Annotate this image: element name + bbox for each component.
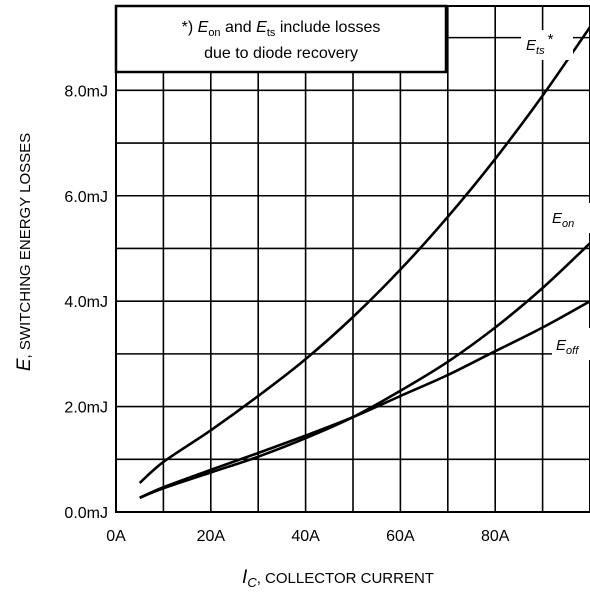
svg-text:Ets*: Ets* xyxy=(526,31,554,57)
y-tick-label: 6.0mJ xyxy=(64,189,108,206)
x-tick-labels: 0A 20A 40A 60A 80A xyxy=(106,528,510,545)
y-axis-title: E, SWITCHING ENERGY LOSSES xyxy=(14,133,35,371)
x-tick-label: 60A xyxy=(386,528,415,545)
series-label-eoff: Eoff xyxy=(552,328,590,360)
series-line-ets xyxy=(138,26,590,484)
y-tick-labels: 0.0mJ 2.0mJ 4.0mJ 6.0mJ 8.0mJ xyxy=(64,83,108,522)
x-tick-label: 40A xyxy=(291,528,320,545)
series-label-eon: Eon xyxy=(548,203,590,233)
grid xyxy=(116,6,590,512)
y-tick-label: 4.0mJ xyxy=(64,294,108,311)
y-tick-label: 8.0mJ xyxy=(64,83,108,100)
svg-text:Eon: Eon xyxy=(552,210,574,230)
svg-text:Eoff: Eoff xyxy=(556,337,579,357)
series-line-eoff xyxy=(139,300,590,499)
y-tick-label: 0.0mJ xyxy=(64,505,108,522)
series-curves xyxy=(138,26,590,500)
annotation-line-2: due to diode recovery xyxy=(204,45,358,62)
x-tick-label: 80A xyxy=(481,528,510,545)
x-axis-title: IC, COLLECTOR CURRENT xyxy=(242,567,434,590)
series-label-ets: Ets* xyxy=(521,30,573,60)
annotation-note: *) Eon and Ets include losses due to dio… xyxy=(114,4,448,74)
x-tick-label: 0A xyxy=(106,528,126,545)
annotation-line-1: *) Eon and Ets include losses xyxy=(182,19,381,39)
y-tick-label: 2.0mJ xyxy=(64,400,108,417)
x-tick-label: 20A xyxy=(197,528,226,545)
annotation-box xyxy=(114,4,448,74)
